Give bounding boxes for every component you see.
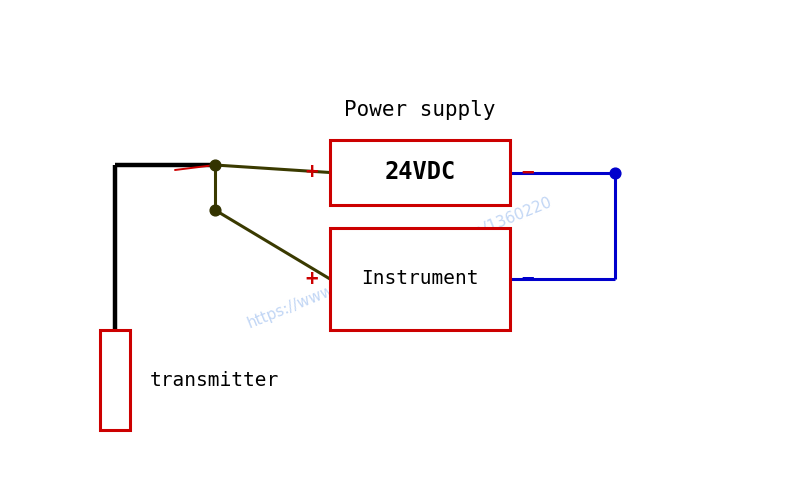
Text: +: +: [306, 269, 318, 289]
Text: −: −: [522, 163, 534, 183]
Text: https://www.aliexpress.com/store/1360220: https://www.aliexpress.com/store/1360220: [246, 195, 554, 331]
Text: −: −: [522, 269, 534, 289]
Text: transmitter: transmitter: [150, 370, 279, 390]
Bar: [330, 228, 510, 330]
Bar: [330, 140, 510, 205]
Text: Instrument: Instrument: [362, 270, 478, 289]
Point: [209, 161, 222, 169]
Bar: [100, 330, 130, 430]
Text: 24VDC: 24VDC: [384, 161, 456, 185]
Text: Power supply: Power supply: [344, 100, 496, 120]
Point: [209, 206, 222, 214]
Text: +: +: [306, 163, 318, 183]
Point: [609, 169, 622, 177]
